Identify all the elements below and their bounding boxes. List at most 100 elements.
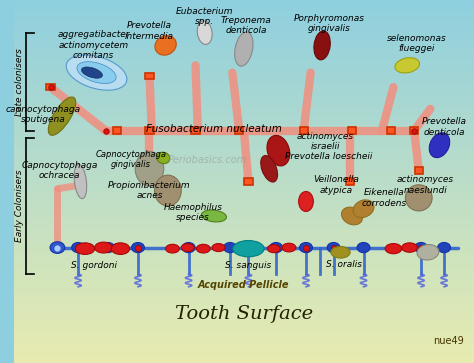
Bar bbox=[14, 88, 474, 90]
Text: Prevotella
denticola: Prevotella denticola bbox=[421, 117, 466, 137]
Bar bbox=[14, 150, 474, 151]
Bar bbox=[14, 355, 474, 356]
Bar bbox=[14, 145, 474, 146]
Bar bbox=[14, 110, 474, 111]
FancyBboxPatch shape bbox=[387, 127, 395, 134]
Bar bbox=[14, 142, 474, 143]
Bar bbox=[14, 248, 474, 249]
Bar bbox=[14, 22, 474, 23]
Bar bbox=[14, 41, 474, 42]
Text: S. oralis: S. oralis bbox=[326, 261, 362, 269]
Bar bbox=[14, 357, 474, 358]
Text: Periobasics.com: Periobasics.com bbox=[167, 155, 246, 165]
Text: Fusobacterium nucleatum: Fusobacterium nucleatum bbox=[146, 124, 282, 134]
Bar bbox=[14, 247, 474, 248]
Ellipse shape bbox=[201, 210, 227, 222]
Circle shape bbox=[50, 242, 65, 253]
Bar bbox=[14, 101, 474, 102]
Bar bbox=[14, 30, 474, 32]
Circle shape bbox=[327, 242, 340, 253]
Bar bbox=[14, 288, 474, 289]
Bar bbox=[14, 362, 474, 363]
Bar bbox=[14, 311, 474, 312]
Bar bbox=[14, 152, 474, 154]
Bar bbox=[14, 183, 474, 184]
Bar bbox=[14, 242, 474, 243]
Bar bbox=[14, 275, 474, 276]
Bar bbox=[14, 105, 474, 106]
FancyBboxPatch shape bbox=[415, 167, 423, 174]
Bar bbox=[14, 223, 474, 224]
Bar bbox=[14, 330, 474, 331]
Circle shape bbox=[224, 242, 237, 253]
Text: actinomyces
naeslundi: actinomyces naeslundi bbox=[397, 175, 454, 195]
Bar bbox=[14, 0, 474, 1]
Ellipse shape bbox=[331, 246, 350, 258]
Bar bbox=[14, 228, 474, 229]
FancyBboxPatch shape bbox=[191, 127, 200, 134]
Bar bbox=[14, 122, 474, 123]
Bar bbox=[14, 240, 474, 241]
Ellipse shape bbox=[197, 21, 212, 44]
Bar bbox=[14, 348, 474, 350]
Bar bbox=[14, 34, 474, 35]
Bar bbox=[14, 24, 474, 25]
Bar bbox=[14, 148, 474, 149]
Bar bbox=[14, 224, 474, 225]
Circle shape bbox=[300, 242, 312, 253]
Bar bbox=[14, 202, 474, 203]
Bar bbox=[14, 297, 474, 298]
Bar bbox=[14, 83, 474, 85]
Bar bbox=[14, 117, 474, 119]
Bar bbox=[14, 98, 474, 99]
Text: Prevotella loescheii: Prevotella loescheii bbox=[285, 152, 373, 160]
Bar bbox=[14, 56, 474, 57]
Bar bbox=[14, 344, 474, 345]
Bar bbox=[14, 65, 474, 66]
Bar bbox=[14, 33, 474, 34]
Bar bbox=[14, 103, 474, 104]
Bar bbox=[14, 347, 474, 348]
Text: Propionibacterium
acnes: Propionibacterium acnes bbox=[108, 181, 191, 200]
Bar bbox=[14, 186, 474, 188]
Bar bbox=[14, 162, 474, 163]
Circle shape bbox=[242, 242, 255, 253]
FancyBboxPatch shape bbox=[146, 127, 154, 134]
Bar bbox=[14, 191, 474, 192]
Ellipse shape bbox=[405, 185, 432, 211]
Text: Eubacterium
spp.: Eubacterium spp. bbox=[176, 7, 234, 26]
Bar bbox=[14, 333, 474, 334]
Bar bbox=[14, 324, 474, 326]
Ellipse shape bbox=[299, 192, 313, 211]
Bar bbox=[14, 17, 474, 18]
Bar bbox=[14, 161, 474, 162]
Bar bbox=[14, 140, 474, 142]
Bar bbox=[14, 302, 474, 304]
Bar bbox=[14, 79, 474, 80]
Bar bbox=[14, 356, 474, 357]
Bar bbox=[14, 301, 474, 302]
Bar bbox=[14, 230, 474, 231]
Bar bbox=[14, 257, 474, 258]
FancyBboxPatch shape bbox=[235, 127, 243, 134]
Bar bbox=[14, 200, 474, 201]
Bar bbox=[14, 319, 474, 321]
Bar bbox=[14, 315, 474, 316]
Bar bbox=[14, 259, 474, 260]
Bar bbox=[14, 120, 474, 121]
Bar bbox=[14, 74, 474, 75]
Bar bbox=[14, 235, 474, 236]
Bar bbox=[14, 170, 474, 171]
Bar bbox=[14, 307, 474, 309]
Bar bbox=[14, 221, 474, 223]
Text: Early Colonisers: Early Colonisers bbox=[15, 170, 24, 242]
Bar bbox=[14, 350, 474, 351]
Bar bbox=[14, 215, 474, 217]
Bar bbox=[14, 135, 474, 137]
Bar bbox=[14, 109, 474, 110]
Bar bbox=[14, 236, 474, 237]
Bar bbox=[14, 42, 474, 44]
Ellipse shape bbox=[212, 244, 225, 252]
Bar bbox=[14, 18, 474, 19]
Bar bbox=[14, 168, 474, 170]
